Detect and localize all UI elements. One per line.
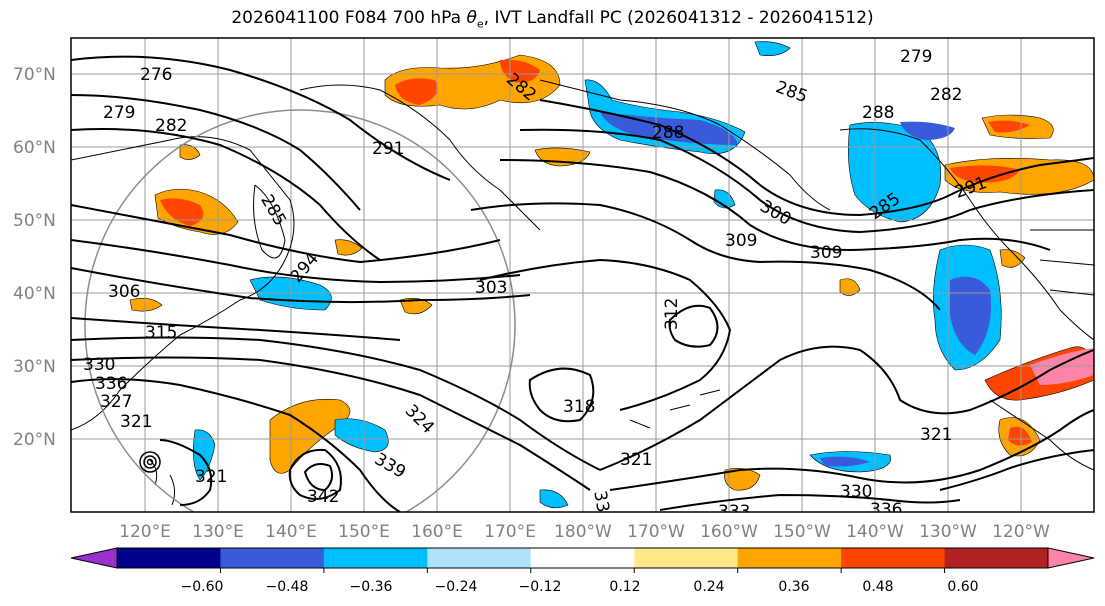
- longitude-labels: 120°E 130°E 140°E 150°E 160°E 170°E 180°…: [119, 522, 1050, 542]
- colorbar-frame: [116, 547, 1049, 569]
- svg-text:303: 303: [475, 278, 507, 298]
- lon-label: 150°E: [338, 522, 390, 542]
- colorbar-tick-label: 0.48: [862, 579, 893, 595]
- svg-text:282: 282: [930, 85, 962, 105]
- lat-label: 40°N: [13, 284, 56, 304]
- coastlines: [71, 79, 1094, 506]
- map-title: 2026041100 F084 700 hPa θe, IVT Landfall…: [231, 8, 874, 31]
- lat-label: 50°N: [13, 211, 56, 231]
- svg-text:279: 279: [103, 103, 135, 123]
- colorbar-tick-label: −0.12: [519, 579, 562, 595]
- svg-text:333: 333: [718, 502, 750, 522]
- lon-label: 130°E: [192, 522, 244, 542]
- lon-label: 120°E: [119, 522, 171, 542]
- colorbar-tick-label: 0.36: [778, 579, 809, 595]
- lat-label: 70°N: [13, 65, 56, 85]
- lat-label: 30°N: [13, 357, 56, 377]
- svg-text:288: 288: [652, 123, 684, 143]
- theta-e-contours: [71, 55, 1094, 512]
- colorbar-swatch: [427, 548, 532, 568]
- svg-text:327: 327: [100, 392, 132, 412]
- lon-label: 150°W: [773, 522, 831, 542]
- svg-text:330: 330: [83, 355, 115, 375]
- svg-text:309: 309: [725, 231, 757, 251]
- svg-text:291: 291: [372, 139, 404, 159]
- colorbar-tick-label: −0.48: [266, 579, 309, 595]
- colorbar-tick-label: −0.60: [181, 579, 224, 595]
- svg-text:306: 306: [108, 282, 140, 302]
- lon-label: 170°E: [484, 522, 536, 542]
- svg-text:288: 288: [862, 103, 894, 123]
- colorbar-swatch: [117, 548, 221, 568]
- colorbar-swatch: [323, 548, 428, 568]
- lat-label: 20°N: [13, 430, 56, 450]
- svg-text:336: 336: [95, 374, 127, 394]
- colorbar-extend-right: [1047, 547, 1095, 569]
- svg-text:312: 312: [662, 298, 682, 330]
- contour-labels: 276 279 282 285 291 282 285 288 288 282 …: [83, 47, 990, 524]
- svg-text:282: 282: [155, 116, 187, 136]
- svg-text:279: 279: [900, 47, 932, 67]
- svg-text:315: 315: [145, 323, 177, 343]
- svg-text:321: 321: [195, 467, 227, 487]
- lon-label: 140°W: [846, 522, 904, 542]
- colorbar-tick-label: −0.36: [350, 579, 393, 595]
- svg-text:309: 309: [810, 243, 842, 263]
- svg-text:336: 336: [870, 500, 902, 520]
- colorbar-tick-labels: −0.60 −0.48 −0.36 −0.24 −0.12 0.12 0.24 …: [181, 579, 979, 595]
- colorbar-swatch: [737, 548, 842, 568]
- svg-text:321: 321: [920, 425, 952, 445]
- svg-text:321: 321: [620, 450, 652, 470]
- lon-label: 120°W: [992, 522, 1050, 542]
- range-ring: [84, 109, 516, 512]
- colorbar-extend-left: [70, 547, 118, 569]
- colorbar-swatch: [944, 548, 1049, 568]
- lon-label: 160°W: [700, 522, 758, 542]
- lon-label: 160°E: [411, 522, 463, 542]
- colorbar-tick-label: −0.24: [435, 579, 478, 595]
- map-frame: [70, 37, 1095, 513]
- svg-text:342: 342: [307, 487, 339, 507]
- colorbar-swatch: [220, 548, 325, 568]
- colorbar-tick-label: 0.12: [609, 579, 640, 595]
- colorbar-swatch: [530, 548, 635, 568]
- colorbar-swatch: [841, 548, 946, 568]
- svg-text:276: 276: [140, 65, 172, 85]
- svg-text:336: 336: [589, 489, 614, 524]
- svg-text:321: 321: [120, 412, 152, 432]
- svg-text:330: 330: [840, 482, 872, 502]
- lon-label: 180°W: [554, 522, 612, 542]
- lon-label: 140°E: [265, 522, 317, 542]
- lat-label: 60°N: [13, 138, 56, 158]
- lon-label: 130°W: [919, 522, 977, 542]
- latitude-labels: 70°N 60°N 50°N 40°N 30°N 20°N: [13, 65, 56, 450]
- colorbar-tick-label: 0.60: [947, 579, 978, 595]
- colorbar-swatch: [634, 548, 739, 568]
- lon-label: 170°W: [627, 522, 685, 542]
- colorbar: [70, 547, 1095, 573]
- colorbar-tick-label: 0.24: [693, 579, 724, 595]
- cyclone-rings: [139, 451, 161, 473]
- svg-text:318: 318: [563, 397, 595, 417]
